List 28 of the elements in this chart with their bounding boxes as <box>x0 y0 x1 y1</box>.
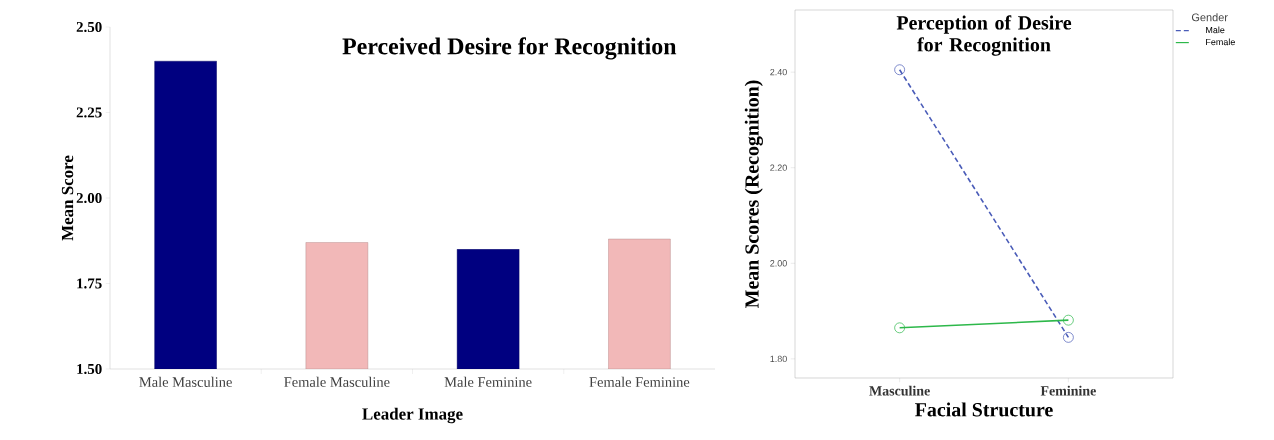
y-axis-title: Mean Scores (Recognition) <box>744 80 763 309</box>
y-tick-label: 2.25 <box>76 107 102 118</box>
legend-title: Gender <box>1191 13 1228 22</box>
point <box>1063 314 1074 326</box>
text: Perception of Desire for Recognition <box>896 15 1072 56</box>
point <box>1063 332 1074 343</box>
y-tick-label: 2.20 <box>770 164 787 171</box>
y-tick-label: 1.50 <box>77 363 102 375</box>
y-tick-label: 2.00 <box>770 260 787 267</box>
x-tick-label: Male Masculine <box>139 376 232 387</box>
y-tick-label: 1.75 <box>77 278 102 289</box>
point <box>894 322 905 334</box>
x-tick-label: Female Feminine <box>589 376 690 387</box>
x-tick-label: Masculine <box>869 385 930 396</box>
x-tick-label: Feminine <box>1040 385 1096 396</box>
x-axis-title: Facial Structure <box>915 402 1053 417</box>
y-tick-label: 1.80 <box>770 355 787 363</box>
y-tick-label: 2.40 <box>770 68 787 76</box>
x-tick-label: Male Feminine <box>444 376 532 387</box>
x-axis-title: Leader Image <box>362 407 463 424</box>
legend-label: Female <box>1206 38 1235 46</box>
x-tick-label: Female Masculine <box>284 376 390 387</box>
chart-title: Perceived Desire for Recognition <box>342 37 677 60</box>
legend-label: Male <box>1206 26 1225 34</box>
y-tick-label: 2.50 <box>76 21 102 33</box>
point <box>894 64 905 76</box>
y-tick-label: 2.00 <box>76 192 102 204</box>
y-axis-title: Mean Score <box>61 155 74 241</box>
